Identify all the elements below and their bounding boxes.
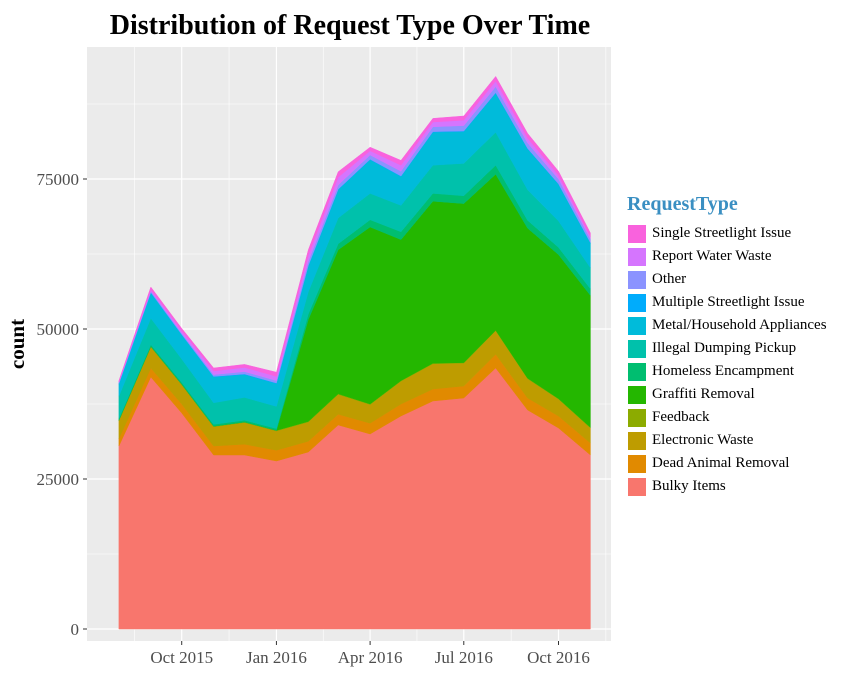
legend-label: Metal/Household Appliances xyxy=(652,317,827,333)
legend-title: RequestType xyxy=(627,193,738,215)
legend-item-illegal-dumping-pickup: Illegal Dumping Pickup xyxy=(627,337,827,360)
x-tick-label: Jan 2016 xyxy=(246,648,307,667)
area-single-streetlight-issue xyxy=(118,75,591,382)
legend-label: Multiple Streetlight Issue xyxy=(652,294,805,310)
legend-key-multiple-streetlight-issue xyxy=(627,292,647,313)
legend-item-bulky-items: Bulky Items xyxy=(627,475,827,498)
legend-label: Homeless Encampment xyxy=(652,363,795,379)
legend-item-other: Other xyxy=(627,268,827,291)
chart-title: Distribution of Request Type Over Time xyxy=(109,10,591,41)
legend-key-feedback xyxy=(627,407,647,428)
y-tick-label: 75000 xyxy=(37,170,80,189)
legend-key-electronic-waste xyxy=(627,430,647,451)
legend-key-dead-animal-removal xyxy=(627,453,647,474)
x-tick-label: Jul 2016 xyxy=(435,648,493,667)
legend-label: Feedback xyxy=(652,409,710,425)
x-tick-label: Oct 2015 xyxy=(150,648,213,667)
legend-key-other xyxy=(627,269,647,290)
legend-item-homeless-encampment: Homeless Encampment xyxy=(627,360,827,383)
legend-key-single-streetlight-issue xyxy=(627,223,647,244)
legend-item-report-water-waste: Report Water Waste xyxy=(627,245,827,268)
legend-item-metal-household-appliances: Metal/Household Appliances xyxy=(627,314,827,337)
legend-key-bulky-items xyxy=(627,476,647,497)
legend-label: Single Streetlight Issue xyxy=(652,225,792,241)
legend-label: Illegal Dumping Pickup xyxy=(652,340,797,356)
legend-item-dead-animal-removal: Dead Animal Removal xyxy=(627,452,827,475)
legend: RequestType Single Streetlight Issue Repo… xyxy=(627,193,827,498)
x-tick-label: Apr 2016 xyxy=(338,648,403,667)
legend-item-multiple-streetlight-issue: Multiple Streetlight Issue xyxy=(627,291,827,314)
legend-key-illegal-dumping-pickup xyxy=(627,338,647,359)
legend-label: Bulky Items xyxy=(652,478,726,494)
legend-items: Single Streetlight Issue Report Water Was… xyxy=(627,222,827,498)
legend-item-electronic-waste: Electronic Waste xyxy=(627,429,827,452)
y-tick-label: 25000 xyxy=(37,470,80,489)
legend-label: Electronic Waste xyxy=(652,432,754,448)
legend-key-report-water-waste xyxy=(627,246,647,267)
legend-label: Report Water Waste xyxy=(652,248,772,264)
legend-key-homeless-encampment xyxy=(627,361,647,382)
legend-key-metal-household-appliances xyxy=(627,315,647,336)
y-tick-label: 0 xyxy=(71,620,80,639)
legend-label: Dead Animal Removal xyxy=(652,455,790,471)
y-tick-label: 50000 xyxy=(37,320,80,339)
legend-key-graffiti-removal xyxy=(627,384,647,405)
legend-label: Other xyxy=(652,271,687,287)
legend-item-single-streetlight-issue: Single Streetlight Issue xyxy=(627,222,827,245)
x-tick-label: Oct 2016 xyxy=(527,648,590,667)
legend-item-graffiti-removal: Graffiti Removal xyxy=(627,383,827,406)
legend-item-feedback: Feedback xyxy=(627,406,827,429)
legend-label: Graffiti Removal xyxy=(652,386,755,402)
y-axis-title: count xyxy=(5,319,29,369)
